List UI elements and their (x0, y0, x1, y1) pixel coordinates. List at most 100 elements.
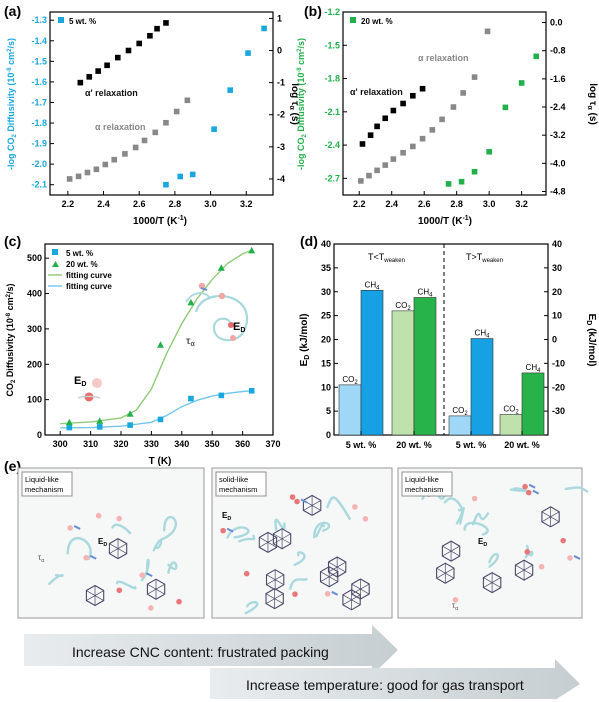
y-tick-label-left: 10 (321, 382, 331, 392)
gas-molecule (524, 549, 531, 555)
gas-molecule (567, 555, 573, 561)
cnc-crystal-edges (259, 532, 277, 553)
legend-marker-20wt (52, 261, 59, 267)
x-tick-label: 310 (83, 439, 98, 449)
panel-a-x-ticks: 2.2 2.4 2.6 2.8 3.0 3.2 (62, 191, 253, 209)
y-tick-label-left: 5 (326, 406, 331, 416)
y-tick-label-left: -1.2 (324, 7, 340, 17)
x-tick-label: 3.0 (483, 199, 496, 209)
y-tick-label-left: -1.8 (324, 74, 340, 84)
data-point-series-0 (177, 173, 184, 180)
y-tick-label-right: -4.0 (550, 158, 566, 168)
energy-barrier-curve (77, 395, 101, 399)
panel-b-y-ticks-left: -1.2 -1.5 -1.8 -2.1 -2.4 -2.7 (324, 7, 347, 183)
panel-d-region-left: T<Tweaken (368, 252, 405, 264)
y-tick-label-left: 30 (321, 287, 331, 297)
mechanism-title-box (21, 471, 73, 497)
x-tick-label: 3.2 (240, 199, 253, 209)
y-tick-label-left: 25 (321, 311, 331, 321)
arrow-temperature-label: Increase temperature: good for gas trans… (246, 677, 524, 693)
data-point-series-0 (189, 171, 196, 178)
gas-molecule (148, 605, 154, 611)
x-tick-label: 5 wt. % (456, 440, 487, 450)
gas-molecule-bond (331, 590, 339, 596)
fit-curve-series-2 (60, 249, 252, 425)
data-point-series-1 (382, 115, 389, 122)
gas-molecule (95, 512, 102, 519)
x-tick-label: 2.4 (97, 199, 110, 209)
panel-b-points (358, 28, 540, 187)
panel-c-ylabel: CO2 Diffusivity (10-8 cm2/s) (5, 283, 17, 396)
data-point-series-1 (154, 25, 160, 32)
data-point-series-0 (227, 87, 233, 93)
arrow-cnc-label: Increase CNC content: frustrated packing (72, 644, 329, 660)
data-point-series-2 (93, 166, 100, 173)
y-tick-label: 500 (27, 253, 42, 263)
y-tick-label-left: -1.6 (31, 77, 47, 87)
polymer-chain (488, 552, 500, 568)
y-tick-label-right: -1 (277, 78, 285, 88)
panel-c-ed-marker: ED (74, 375, 102, 402)
gas-molecule (176, 598, 182, 605)
bar-label-ch4: CH4 (526, 363, 542, 374)
panel-b: (b) 2.2 2.4 2.6 2.8 3.0 3.2 -1.2-1.5-1.8-2.1-… (296, 3, 598, 227)
gas-molecule (83, 554, 90, 561)
x-tick-label: 370 (265, 439, 280, 449)
gas-molecule (525, 489, 532, 496)
gas-molecule-bond (532, 489, 540, 495)
panel-e: (e) Liquid-likemechanismEDταsolid-likeme… (4, 458, 589, 700)
panel-c-fit-lines (60, 249, 252, 429)
y-tick-label-left: -1.7 (31, 97, 47, 107)
y-tick-label-left: -1.8 (31, 118, 47, 128)
x-tick-label: 320 (113, 439, 128, 449)
gas-molecule-bond (89, 554, 97, 560)
panel-b-annot-alpha-prime: α' relaxation (350, 87, 403, 97)
polymer-chain (167, 561, 178, 574)
x-tick-label: 20 wt. % (504, 440, 540, 450)
x-tick-label: 2.2 (353, 199, 366, 209)
polymer-chain-2 (185, 292, 211, 303)
data-point-series-2 (102, 161, 109, 168)
annot-ed: ED (478, 537, 487, 548)
polymer-chain (471, 512, 490, 526)
panel-c-legend: 5 wt. % 20 wt. % fitting curve fitting c… (48, 249, 112, 291)
bar-co2 (338, 384, 362, 436)
annot-ed: ED (222, 511, 231, 522)
data-point-series-2 (390, 156, 397, 162)
polymer-chain (564, 486, 589, 493)
bar-co2 (499, 414, 523, 436)
gas-molecule (243, 570, 250, 577)
data-point-series-2 (429, 127, 436, 133)
bar-label-co2: CO2 (452, 406, 468, 417)
polymer-chain (111, 523, 132, 535)
panel-a-points (66, 20, 267, 188)
data-point-series-0 (445, 181, 452, 187)
bar-label-ch4: CH4 (475, 329, 491, 340)
panel-c-annot-ed: ED (74, 375, 86, 388)
y-tick-label-left: 0 (326, 430, 331, 440)
annot-tau: τα (38, 553, 45, 564)
gas-molecule-4 (228, 322, 234, 328)
gas-molecule-bond (73, 525, 81, 530)
data-point-series-0 (218, 392, 225, 399)
gas-molecule (116, 587, 123, 594)
x-tick-label: 2.8 (450, 199, 463, 209)
polymer-chain (274, 518, 286, 532)
polymer-chain (115, 580, 137, 590)
gas-molecule (471, 495, 478, 502)
y-tick-label: 300 (27, 324, 42, 334)
data-point-series-2 (439, 116, 445, 123)
polymer-chain (152, 539, 163, 552)
data-point-series-1 (136, 40, 142, 47)
polymer-chain (238, 534, 256, 543)
data-point-series-2 (366, 172, 372, 179)
data-point-series-2 (484, 28, 491, 35)
panel-b-legend-marker (350, 17, 356, 23)
x-tick-label: 2.6 (418, 199, 431, 209)
y-tick-label: 0 (37, 430, 42, 440)
data-point-series-2 (84, 169, 91, 176)
gas-molecule-bond (145, 572, 153, 578)
y-tick-label-right: 0 (277, 46, 282, 56)
